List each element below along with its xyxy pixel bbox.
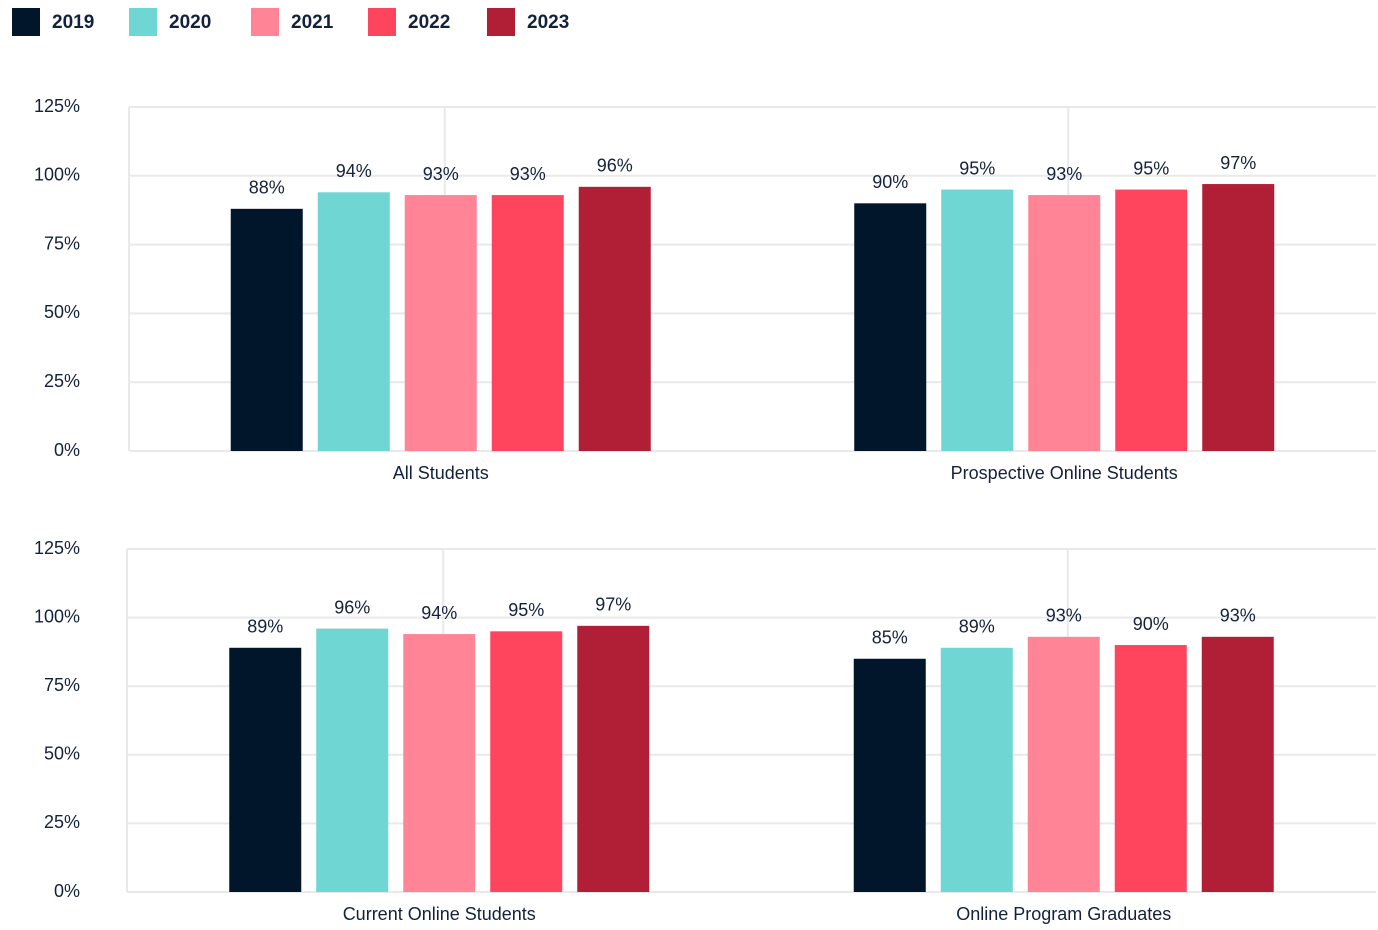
legend-swatch bbox=[129, 8, 157, 36]
legend-label: 2020 bbox=[169, 12, 211, 33]
x-tick-label: Current Online Students bbox=[343, 904, 536, 924]
y-tick-label: 125% bbox=[34, 96, 80, 116]
data-label: 96% bbox=[334, 597, 370, 617]
y-tick-label: 0% bbox=[54, 881, 80, 901]
data-label: 93% bbox=[510, 164, 546, 184]
data-label: 89% bbox=[959, 617, 995, 637]
data-label: 95% bbox=[1133, 158, 1169, 178]
data-label: 96% bbox=[597, 156, 633, 176]
bar bbox=[1202, 184, 1275, 451]
y-tick-label: 100% bbox=[34, 165, 80, 185]
bar bbox=[1028, 195, 1101, 451]
data-label: 95% bbox=[959, 158, 995, 178]
legend-swatch bbox=[251, 8, 279, 36]
legend-label: 2019 bbox=[52, 12, 94, 33]
y-tick-label: 0% bbox=[54, 440, 80, 460]
legend-swatch bbox=[12, 8, 40, 36]
legend-label: 2023 bbox=[527, 12, 569, 33]
legend-swatch bbox=[368, 8, 396, 36]
data-label: 90% bbox=[1133, 614, 1169, 634]
y-tick-label: 75% bbox=[44, 675, 80, 695]
y-tick-label: 25% bbox=[44, 371, 80, 391]
bar bbox=[317, 192, 390, 451]
bar bbox=[940, 647, 1013, 892]
data-label: 95% bbox=[508, 600, 544, 620]
y-tick-label: 75% bbox=[44, 233, 80, 253]
bar bbox=[854, 203, 927, 451]
bar bbox=[403, 634, 476, 892]
data-label: 89% bbox=[247, 617, 283, 637]
y-tick-label: 25% bbox=[44, 812, 80, 832]
bar bbox=[1201, 636, 1274, 892]
y-tick-label: 50% bbox=[44, 744, 80, 764]
bar bbox=[1114, 645, 1187, 892]
x-tick-label: All Students bbox=[393, 463, 489, 483]
x-tick-label: Online Program Graduates bbox=[956, 904, 1171, 924]
bar bbox=[941, 189, 1014, 451]
x-tick-label: Prospective Online Students bbox=[951, 463, 1178, 483]
data-label: 94% bbox=[421, 603, 457, 623]
legend-label: 2021 bbox=[291, 12, 334, 33]
bar bbox=[578, 186, 651, 452]
data-label: 94% bbox=[336, 161, 372, 181]
data-label: 97% bbox=[1220, 153, 1256, 173]
y-tick-label: 125% bbox=[34, 538, 80, 558]
legend-label: 2022 bbox=[408, 12, 450, 33]
bar bbox=[230, 208, 303, 451]
data-label: 93% bbox=[1046, 164, 1082, 184]
data-label: 93% bbox=[1046, 606, 1082, 626]
legend-swatch bbox=[487, 8, 515, 36]
y-tick-label: 50% bbox=[44, 302, 80, 322]
data-label: 93% bbox=[423, 164, 459, 184]
y-tick-label: 100% bbox=[34, 606, 80, 626]
bar bbox=[316, 628, 389, 892]
bar bbox=[229, 647, 302, 892]
data-label: 97% bbox=[595, 595, 631, 615]
bar bbox=[491, 195, 564, 451]
bar bbox=[1115, 189, 1188, 451]
data-label: 93% bbox=[1220, 606, 1256, 626]
bar bbox=[577, 625, 650, 892]
bar bbox=[490, 631, 563, 892]
data-label: 85% bbox=[872, 628, 908, 648]
data-label: 90% bbox=[872, 172, 908, 192]
bar bbox=[1027, 636, 1100, 892]
bar bbox=[404, 195, 477, 451]
bar bbox=[853, 658, 926, 892]
data-label: 88% bbox=[249, 178, 285, 198]
